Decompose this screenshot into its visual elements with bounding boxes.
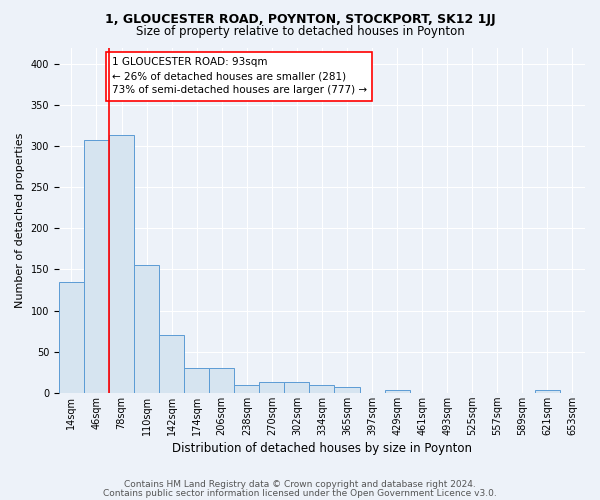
Bar [385, 390, 410, 393]
Bar [284, 382, 310, 393]
Bar [159, 335, 184, 393]
Bar [209, 368, 234, 393]
Y-axis label: Number of detached properties: Number of detached properties [15, 132, 25, 308]
Bar [184, 368, 209, 393]
Bar [334, 387, 359, 393]
Text: 1 GLOUCESTER ROAD: 93sqm
← 26% of detached houses are smaller (281)
73% of semi-: 1 GLOUCESTER ROAD: 93sqm ← 26% of detach… [112, 58, 367, 96]
Bar [310, 384, 334, 393]
Text: 1, GLOUCESTER ROAD, POYNTON, STOCKPORT, SK12 1JJ: 1, GLOUCESTER ROAD, POYNTON, STOCKPORT, … [104, 12, 496, 26]
Text: Contains public sector information licensed under the Open Government Licence v3: Contains public sector information licen… [103, 488, 497, 498]
Bar [134, 264, 159, 393]
Bar [234, 384, 259, 393]
X-axis label: Distribution of detached houses by size in Poynton: Distribution of detached houses by size … [172, 442, 472, 455]
Text: Contains HM Land Registry data © Crown copyright and database right 2024.: Contains HM Land Registry data © Crown c… [124, 480, 476, 489]
Bar [84, 140, 109, 393]
Bar [259, 382, 284, 393]
Text: Size of property relative to detached houses in Poynton: Size of property relative to detached ho… [136, 25, 464, 38]
Bar [109, 136, 134, 393]
Bar [59, 282, 84, 393]
Bar [535, 390, 560, 393]
